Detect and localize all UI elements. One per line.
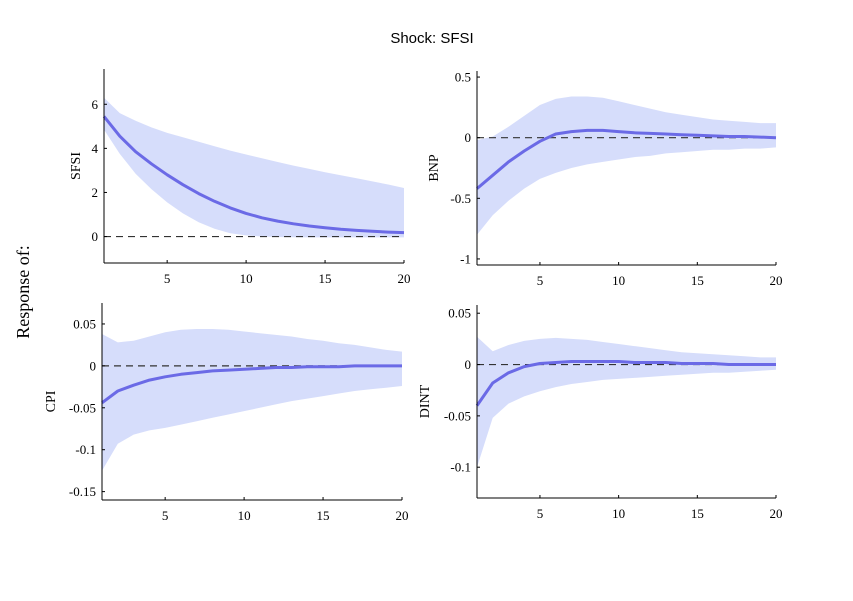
panel-dint: 5 10 15 20 -0.1 -0.05 0 0.05 DINT (418, 305, 783, 521)
x-tick-label: 20 (398, 271, 411, 286)
y-tick-label: -0.05 (444, 408, 471, 423)
response-line (476, 128, 777, 190)
response-line (475, 360, 776, 407)
panel-cpi: 5 10 15 20 -0.15 -0.1 -0.05 0 0.05 CPI (44, 303, 409, 523)
y-tick-label: 0 (90, 358, 97, 373)
panel-bnp: 5 10 15 20 -1 -0.5 0 0.5 BNP (427, 70, 783, 288)
y-axis-label: BNP (427, 154, 442, 181)
x-tick-label: 10 (238, 508, 251, 523)
x-tick-label: 15 (319, 271, 332, 286)
y-tick-label: 0.5 (455, 70, 471, 85)
x-tick-label: 5 (164, 271, 171, 286)
y-axis-label: CPI (44, 390, 59, 412)
y-tick-label: 0 (465, 357, 472, 372)
y-tick-label: -0.5 (450, 191, 471, 206)
y-axis-label: SFSI (69, 152, 84, 180)
y-tick-label: -0.15 (69, 484, 96, 499)
y-tick-label: 4 (92, 141, 99, 156)
confidence-band (477, 96, 776, 235)
y-tick-label: -0.1 (450, 460, 471, 475)
panel-sfsi: 5 10 15 20 0 2 4 6 SFSI (69, 69, 411, 286)
y-tick-label: 0 (465, 130, 472, 145)
confidence-band (477, 336, 776, 468)
confidence-band (102, 329, 402, 471)
x-tick-label: 5 (162, 508, 169, 523)
x-tick-label: 5 (537, 506, 544, 521)
response-line (102, 115, 405, 235)
y-axis-label: DINT (418, 384, 433, 418)
x-tick-label: 10 (240, 271, 253, 286)
x-tick-label: 10 (612, 273, 625, 288)
y-tick-label: 2 (92, 185, 99, 200)
y-tick-label: 0 (92, 229, 99, 244)
x-tick-label: 15 (691, 273, 704, 288)
y-tick-label: 0.05 (448, 306, 471, 321)
response-line (101, 364, 402, 405)
x-tick-label: 5 (537, 273, 544, 288)
row-label: Response of: (13, 245, 33, 339)
x-tick-label: 15 (317, 508, 330, 523)
y-tick-label: -1 (460, 251, 471, 266)
confidence-band (104, 97, 404, 238)
y-tick-label: -0.1 (75, 442, 96, 457)
y-tick-label: -0.05 (69, 400, 96, 415)
x-tick-label: 10 (612, 506, 625, 521)
panels: 5 10 15 20 0 2 4 6 SFSI 5 10 15 20 -1 -0.5 0 0.5 BNP 5 10 15… (44, 69, 783, 523)
x-tick-label: 15 (691, 506, 704, 521)
x-tick-label: 20 (770, 506, 783, 521)
y-tick-label: 0.05 (73, 316, 96, 331)
y-tick-label: 6 (92, 97, 99, 112)
figure-title: Shock: SFSI (390, 30, 473, 47)
x-tick-label: 20 (396, 508, 409, 523)
x-tick-label: 20 (770, 273, 783, 288)
